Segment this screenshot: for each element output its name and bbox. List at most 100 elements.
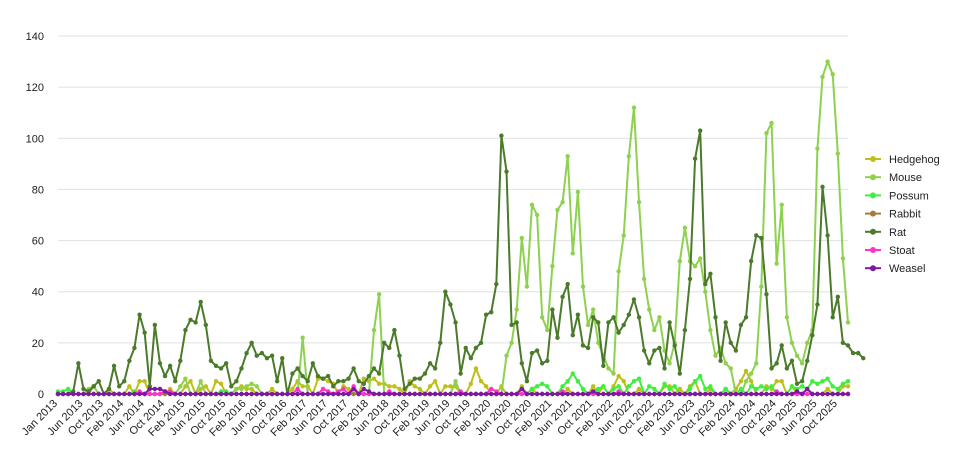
data-point (376, 381, 382, 386)
data-point (754, 233, 759, 238)
y-axis: 0 20 40 60 80 100 120 140 (26, 31, 44, 401)
y-tick-label: 120 (26, 82, 44, 94)
y-tick-label: 20 (32, 338, 44, 350)
data-point (636, 391, 642, 397)
data-point (483, 312, 489, 317)
data-point (733, 391, 739, 397)
data-point (341, 386, 346, 392)
data-point (565, 391, 570, 397)
data-point (718, 358, 723, 363)
data-point (534, 212, 540, 218)
data-point (300, 391, 305, 397)
data-point (697, 128, 703, 133)
data-point (274, 391, 280, 397)
data-point (748, 391, 754, 397)
data-point (371, 366, 377, 371)
data-point (759, 284, 764, 289)
data-point (840, 340, 846, 346)
data-point (483, 391, 489, 397)
data-point (621, 391, 626, 397)
series-weasel (55, 386, 851, 397)
data-point (626, 312, 632, 317)
data-point (290, 391, 295, 397)
data-point (122, 391, 127, 397)
data-point (657, 345, 662, 351)
data-point (239, 391, 244, 397)
data-point (371, 391, 377, 397)
data-point (183, 327, 188, 333)
data-point (713, 315, 718, 320)
data-point (779, 343, 784, 348)
data-point (764, 391, 769, 397)
data-point (387, 391, 392, 397)
data-point (218, 366, 224, 371)
data-point (320, 376, 326, 381)
legend-item-possum: Possum (865, 190, 929, 202)
data-point (835, 386, 841, 392)
data-point (111, 391, 117, 397)
data-point (743, 391, 749, 397)
data-point (820, 184, 825, 190)
data-point (687, 276, 693, 282)
data-point (427, 361, 433, 366)
data-point (810, 379, 815, 384)
data-point (708, 391, 713, 397)
data-point (697, 256, 703, 261)
data-point (708, 327, 713, 333)
data-point (748, 258, 754, 264)
data-point (468, 381, 474, 386)
data-point (769, 384, 774, 389)
data-point (799, 379, 805, 384)
data-point (458, 371, 463, 376)
data-point (596, 340, 601, 346)
data-point (453, 391, 458, 397)
data-point (91, 391, 96, 397)
data-point (55, 391, 61, 397)
data-point (697, 373, 703, 379)
data-point (274, 379, 280, 384)
data-point (631, 391, 637, 397)
data-point (223, 361, 229, 366)
data-point (662, 366, 667, 371)
data-point (845, 343, 851, 348)
data-point (794, 389, 800, 394)
data-point (351, 391, 356, 397)
data-point (473, 391, 479, 397)
data-point (208, 391, 214, 397)
data-point (815, 302, 820, 307)
data-point (840, 381, 846, 386)
data-point (825, 376, 830, 381)
data-point (290, 386, 295, 392)
data-point (621, 322, 626, 328)
data-point (65, 391, 71, 397)
data-point (606, 366, 611, 371)
data-point (529, 202, 535, 207)
data-point (325, 391, 331, 397)
data-point (341, 391, 346, 397)
data-point (422, 371, 428, 376)
series-line-rat (58, 129, 864, 395)
data-point (687, 386, 693, 392)
data-point (127, 358, 132, 363)
legend-swatch-marker (870, 265, 876, 272)
data-point (305, 391, 310, 397)
data-point (142, 391, 147, 397)
data-point (524, 284, 530, 289)
data-point (310, 391, 316, 397)
data-point (580, 284, 586, 289)
data-point (244, 384, 249, 389)
data-point (855, 350, 861, 356)
legend-swatch-marker (870, 174, 876, 181)
data-point (636, 376, 642, 381)
data-point (805, 340, 810, 346)
data-point (361, 386, 367, 392)
data-point (545, 327, 550, 333)
data-point (402, 391, 407, 397)
data-point (81, 391, 86, 397)
data-point (754, 391, 759, 397)
data-point (519, 391, 525, 397)
data-point (805, 391, 810, 397)
data-point (621, 233, 626, 238)
data-point (264, 391, 270, 397)
